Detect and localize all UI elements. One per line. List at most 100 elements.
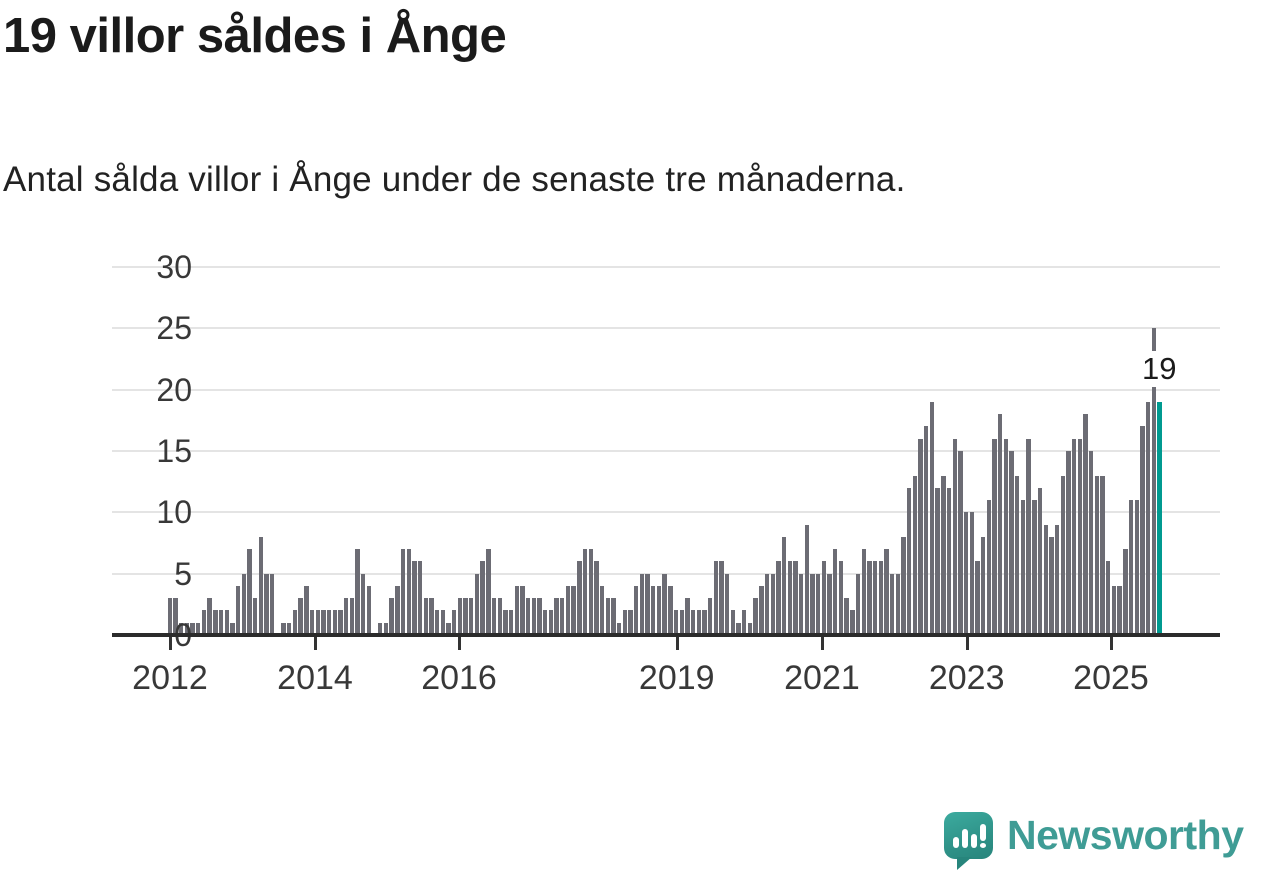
bar bbox=[258, 536, 264, 635]
bar bbox=[759, 585, 764, 635]
bar bbox=[292, 610, 298, 635]
y-axis-label-25: 25 bbox=[156, 310, 192, 347]
bar bbox=[924, 426, 929, 635]
bar bbox=[179, 622, 184, 635]
bar bbox=[452, 610, 457, 635]
bar bbox=[1032, 500, 1037, 635]
bar bbox=[861, 549, 866, 635]
bar bbox=[548, 610, 554, 635]
bar bbox=[1134, 500, 1139, 635]
bar bbox=[912, 475, 918, 635]
bar bbox=[383, 622, 389, 635]
bar bbox=[622, 610, 628, 635]
x-axis-label-2021: 2021 bbox=[784, 659, 860, 697]
newsworthy-logo[interactable]: Newsworthy bbox=[944, 812, 1244, 870]
bar bbox=[696, 610, 701, 635]
bar bbox=[872, 561, 878, 635]
bar bbox=[446, 622, 451, 635]
bar bbox=[679, 610, 684, 635]
x-axis-tick-2025 bbox=[1110, 637, 1113, 650]
x-axis-tick-2012 bbox=[168, 637, 172, 650]
bar bbox=[1128, 500, 1134, 635]
bar bbox=[850, 610, 855, 635]
bar bbox=[1117, 585, 1122, 635]
bar bbox=[270, 573, 275, 635]
x-axis-tick-2016 bbox=[458, 637, 462, 650]
bar bbox=[1015, 475, 1020, 635]
bar bbox=[326, 610, 332, 635]
bar bbox=[1140, 426, 1145, 635]
bar bbox=[946, 487, 952, 635]
bar bbox=[230, 622, 235, 635]
bar bbox=[833, 549, 838, 635]
bar bbox=[798, 573, 804, 635]
x-axis-label-2012: 2012 bbox=[132, 659, 208, 697]
bar bbox=[628, 610, 633, 635]
bar bbox=[742, 610, 747, 635]
x-axis-line bbox=[112, 633, 1220, 637]
bar bbox=[577, 561, 582, 635]
bar bbox=[1100, 475, 1105, 635]
bar bbox=[730, 610, 736, 635]
x-axis-tick-2023 bbox=[965, 637, 969, 650]
bar bbox=[378, 622, 383, 635]
bar bbox=[844, 598, 849, 635]
bar bbox=[656, 585, 662, 635]
bar bbox=[639, 573, 645, 635]
bar bbox=[190, 622, 195, 635]
bar bbox=[497, 598, 502, 635]
gridline-15 bbox=[112, 450, 1220, 452]
bar bbox=[201, 610, 207, 635]
bar bbox=[776, 561, 781, 635]
bar bbox=[406, 549, 411, 635]
bar bbox=[793, 561, 798, 635]
bar bbox=[1071, 438, 1077, 635]
bar bbox=[395, 585, 400, 635]
bar bbox=[218, 610, 224, 635]
bar bbox=[571, 585, 576, 635]
bar bbox=[855, 573, 861, 635]
bar bbox=[935, 487, 940, 635]
bar bbox=[599, 585, 605, 635]
newsworthy-speech-bubble-chart-icon bbox=[944, 812, 993, 870]
x-axis-tick-2019 bbox=[675, 637, 679, 650]
y-axis-label-10: 10 bbox=[156, 494, 192, 531]
bar bbox=[952, 438, 957, 635]
bar bbox=[1083, 414, 1088, 635]
bar bbox=[634, 585, 639, 635]
bar bbox=[668, 585, 673, 635]
bar bbox=[582, 549, 588, 635]
bar bbox=[867, 561, 872, 635]
bar bbox=[1003, 438, 1009, 635]
bar bbox=[816, 573, 821, 635]
bar bbox=[309, 610, 315, 635]
bar bbox=[673, 610, 679, 635]
bar bbox=[525, 598, 531, 635]
bar bbox=[565, 585, 571, 635]
bar bbox=[463, 598, 468, 635]
bar bbox=[901, 536, 906, 635]
bar bbox=[690, 610, 696, 635]
bar bbox=[412, 561, 417, 635]
bar bbox=[491, 598, 497, 635]
bar bbox=[321, 610, 326, 635]
bar bbox=[503, 610, 508, 635]
bar bbox=[1026, 438, 1031, 635]
bar bbox=[1049, 536, 1054, 635]
bar bbox=[907, 487, 912, 635]
y-axis-label-5: 5 bbox=[174, 555, 192, 592]
bar bbox=[1094, 475, 1100, 635]
bar bbox=[247, 549, 252, 635]
bar bbox=[167, 598, 173, 635]
bar bbox=[196, 622, 201, 635]
bar bbox=[878, 561, 883, 635]
x-axis-label-2023: 2023 bbox=[928, 659, 1005, 697]
gridline-30 bbox=[112, 266, 1220, 268]
bar bbox=[958, 451, 963, 635]
bar bbox=[736, 622, 741, 635]
bar bbox=[423, 598, 428, 635]
bar bbox=[1151, 328, 1156, 635]
gridline-25 bbox=[112, 327, 1220, 330]
bar bbox=[184, 622, 190, 635]
